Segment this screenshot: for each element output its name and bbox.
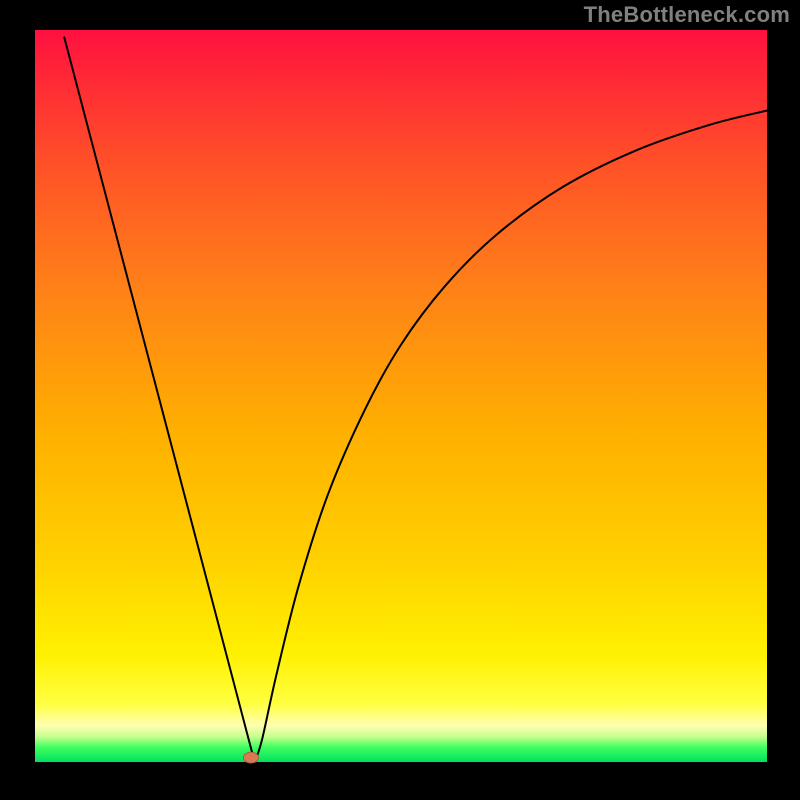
gradient-background [35, 30, 767, 762]
bottleneck-marker [243, 752, 258, 763]
bottleneck-chart [0, 0, 800, 800]
watermark-text: TheBottleneck.com [584, 2, 790, 28]
